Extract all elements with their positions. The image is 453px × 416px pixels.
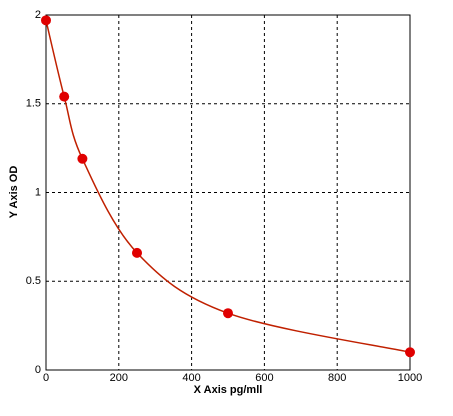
y-tick-label: 0.5 <box>26 275 41 287</box>
x-tick-label: 800 <box>328 372 346 384</box>
x-tick-label: 0 <box>43 372 49 384</box>
data-point <box>41 15 51 26</box>
y-tick-label: 2 <box>35 9 41 21</box>
plot-border <box>45 14 411 371</box>
x-tick-label: 1000 <box>398 372 422 384</box>
data-point <box>59 91 70 102</box>
x-axis-title: X Axis pg/mll <box>194 384 263 396</box>
data-point <box>77 153 88 164</box>
x-tick-label: 600 <box>255 372 273 384</box>
y-tick-label: 1 <box>35 186 41 198</box>
data-point <box>405 347 415 358</box>
y-axis-title: Y Axis OD <box>8 166 20 219</box>
x-tick-label: 200 <box>110 372 128 384</box>
data-point <box>223 308 233 319</box>
data-point <box>132 247 142 258</box>
y-tick-label: 1.5 <box>26 98 41 110</box>
y-tick-label: 0 <box>35 364 41 376</box>
x-tick-label: 400 <box>182 372 200 384</box>
